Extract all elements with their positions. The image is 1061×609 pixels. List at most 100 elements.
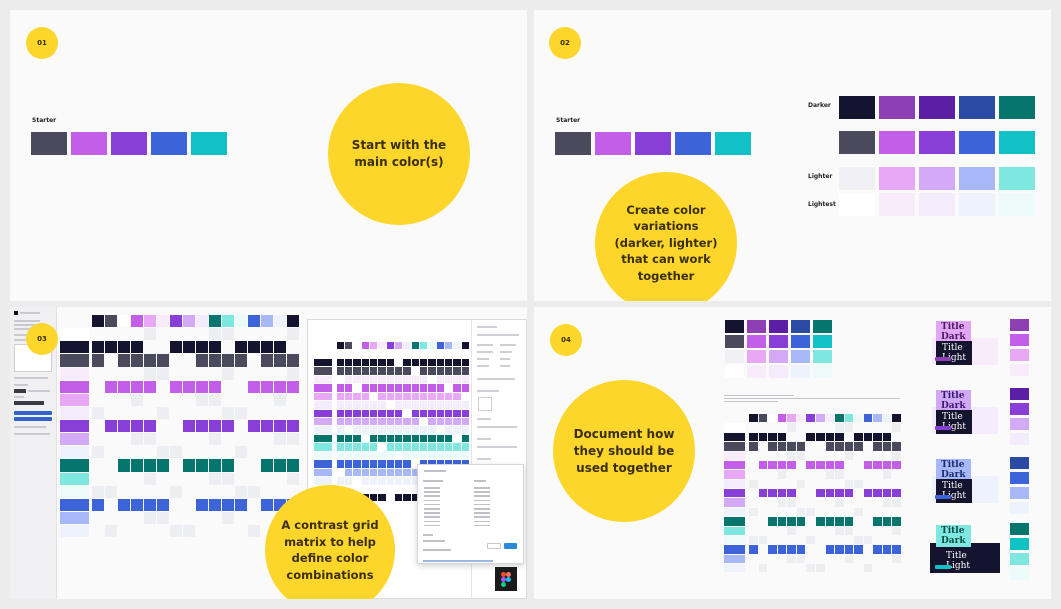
generate-button[interactable]: [14, 411, 52, 415]
palette-swatch: [791, 365, 810, 378]
starter-swatch-4: [715, 132, 751, 155]
palette-row-1: [725, 335, 832, 348]
export-button[interactable]: [14, 417, 52, 421]
grid-cell: [461, 384, 469, 392]
grid-cell: [170, 341, 182, 354]
grid-cell: [453, 426, 461, 434]
grid-row-header: [314, 350, 333, 358]
title-dark-sample: Title Dark: [936, 321, 971, 343]
grid-cell: [777, 545, 787, 554]
grid-column-header: [787, 414, 796, 423]
grid-cell: [787, 423, 796, 432]
grid-column-header: [873, 414, 882, 423]
grid-cell: [378, 401, 386, 409]
grid-cell: [806, 564, 815, 573]
grid-cell: [345, 460, 353, 468]
grid-cell: [428, 350, 436, 358]
grid-cell: [403, 451, 411, 460]
grid-cell: [386, 358, 394, 367]
grid-cell: [854, 507, 863, 517]
palette-swatch: [769, 335, 788, 348]
grid-row-header: [724, 498, 746, 507]
grid-cell: [749, 432, 758, 442]
grid-cell: [873, 517, 882, 526]
grid-cell: [777, 432, 787, 442]
palette-swatch: [791, 350, 810, 363]
grid-row-header: [724, 564, 746, 573]
grid-cell: [420, 350, 428, 358]
shade-swatch: [1010, 538, 1029, 550]
grid-cell: [854, 442, 863, 451]
cancel-button[interactable]: [487, 543, 501, 549]
grid-cell: [370, 468, 378, 477]
grid-cell: [209, 472, 221, 485]
grid-cell: [386, 367, 394, 375]
grid-cell: [445, 375, 453, 384]
lighter-label: Lighter: [808, 173, 833, 180]
grid-row-header: [724, 526, 746, 535]
grid-cell: [749, 507, 758, 517]
grid-cell: [209, 433, 221, 446]
grid-cell: [336, 434, 344, 443]
grid-cell: [287, 354, 299, 367]
grid-cell: [287, 472, 299, 485]
grid-cell: [835, 526, 844, 535]
shade-swatch: [1010, 487, 1029, 499]
palette-swatch: [791, 335, 810, 348]
grid-cell: [453, 384, 461, 392]
lighter-swatch-1: [879, 167, 915, 190]
shade-swatch: [1010, 472, 1029, 484]
grid-column-header: [157, 315, 169, 328]
grid-cell: [336, 477, 344, 485]
starter-swatch-3: [151, 132, 187, 155]
grid-cell: [796, 451, 806, 460]
grid-cell: [353, 367, 361, 375]
grid-cell: [835, 498, 844, 507]
grid-cell: [336, 451, 344, 460]
grid-cell: [157, 511, 169, 524]
hex-value: [424, 503, 440, 506]
grid-cell: [378, 409, 386, 417]
grid-cell: [411, 409, 419, 417]
grid-cell: [235, 485, 247, 498]
lighter-swatch-3: [959, 167, 995, 190]
grid-cell: [411, 494, 419, 502]
grid-cell: [403, 485, 411, 493]
grid-cell: [445, 367, 453, 375]
grid-column-header: [863, 414, 873, 423]
grid-cell: [196, 354, 208, 367]
grid-cell: [436, 375, 444, 384]
grid-cell: [395, 434, 403, 443]
lighter-swatch-2: [919, 167, 955, 190]
grid-cell: [403, 434, 411, 443]
constraints-widget[interactable]: [478, 397, 492, 411]
shade-swatch: [1010, 388, 1029, 400]
grid-cell: [144, 380, 156, 393]
figma-contrast-grid: [314, 342, 474, 502]
darker-swatch-2: [919, 96, 955, 119]
grid-cell: [222, 472, 234, 485]
slider-track[interactable]: [14, 401, 44, 405]
create-button[interactable]: [504, 543, 517, 549]
starter-swatch-row: [31, 132, 227, 155]
grid-row-header: [60, 341, 89, 354]
grid-cell: [144, 472, 156, 485]
grid-cell: [370, 434, 378, 443]
grid-cell: [428, 443, 436, 451]
grid-column-header: [844, 414, 854, 423]
darker-swatch-0: [839, 96, 875, 119]
grid-row-header: [724, 554, 746, 563]
grid-cell: [403, 384, 411, 392]
grid-row-header: [724, 451, 746, 460]
grid-cell: [157, 406, 169, 419]
grid-cell: [157, 367, 169, 380]
grid-cell: [118, 380, 130, 393]
grid-cell: [411, 375, 419, 384]
grid-cell: [209, 341, 221, 354]
grid-cell: [749, 545, 758, 554]
lightest-swatch-2: [919, 193, 955, 216]
grid-row-header: [724, 432, 746, 442]
grid-cell: [787, 451, 796, 460]
grid-cell: [453, 451, 461, 460]
size-toggle-active[interactable]: [14, 389, 26, 393]
